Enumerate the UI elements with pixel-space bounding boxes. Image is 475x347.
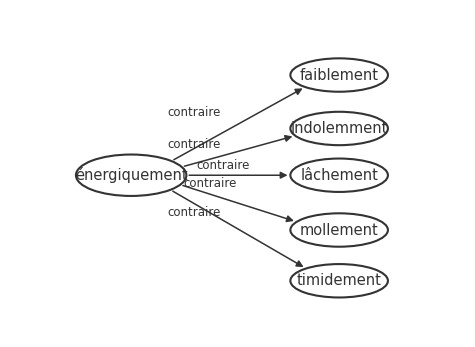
Text: timidement: timidement (297, 273, 381, 288)
Ellipse shape (290, 112, 388, 145)
Text: faiblement: faiblement (300, 68, 379, 83)
Text: indolemment: indolemment (290, 121, 388, 136)
Text: énergiquement: énergiquement (75, 167, 188, 183)
Text: contraire: contraire (167, 106, 220, 119)
Text: lâchement: lâchement (300, 168, 378, 183)
Ellipse shape (76, 154, 186, 196)
Text: contraire: contraire (184, 177, 237, 190)
Text: mollement: mollement (300, 222, 379, 237)
Ellipse shape (290, 58, 388, 92)
Text: contraire: contraire (167, 138, 220, 151)
Ellipse shape (290, 213, 388, 247)
Ellipse shape (290, 264, 388, 297)
Ellipse shape (290, 159, 388, 192)
Text: contraire: contraire (197, 159, 250, 172)
Text: contraire: contraire (167, 206, 220, 219)
